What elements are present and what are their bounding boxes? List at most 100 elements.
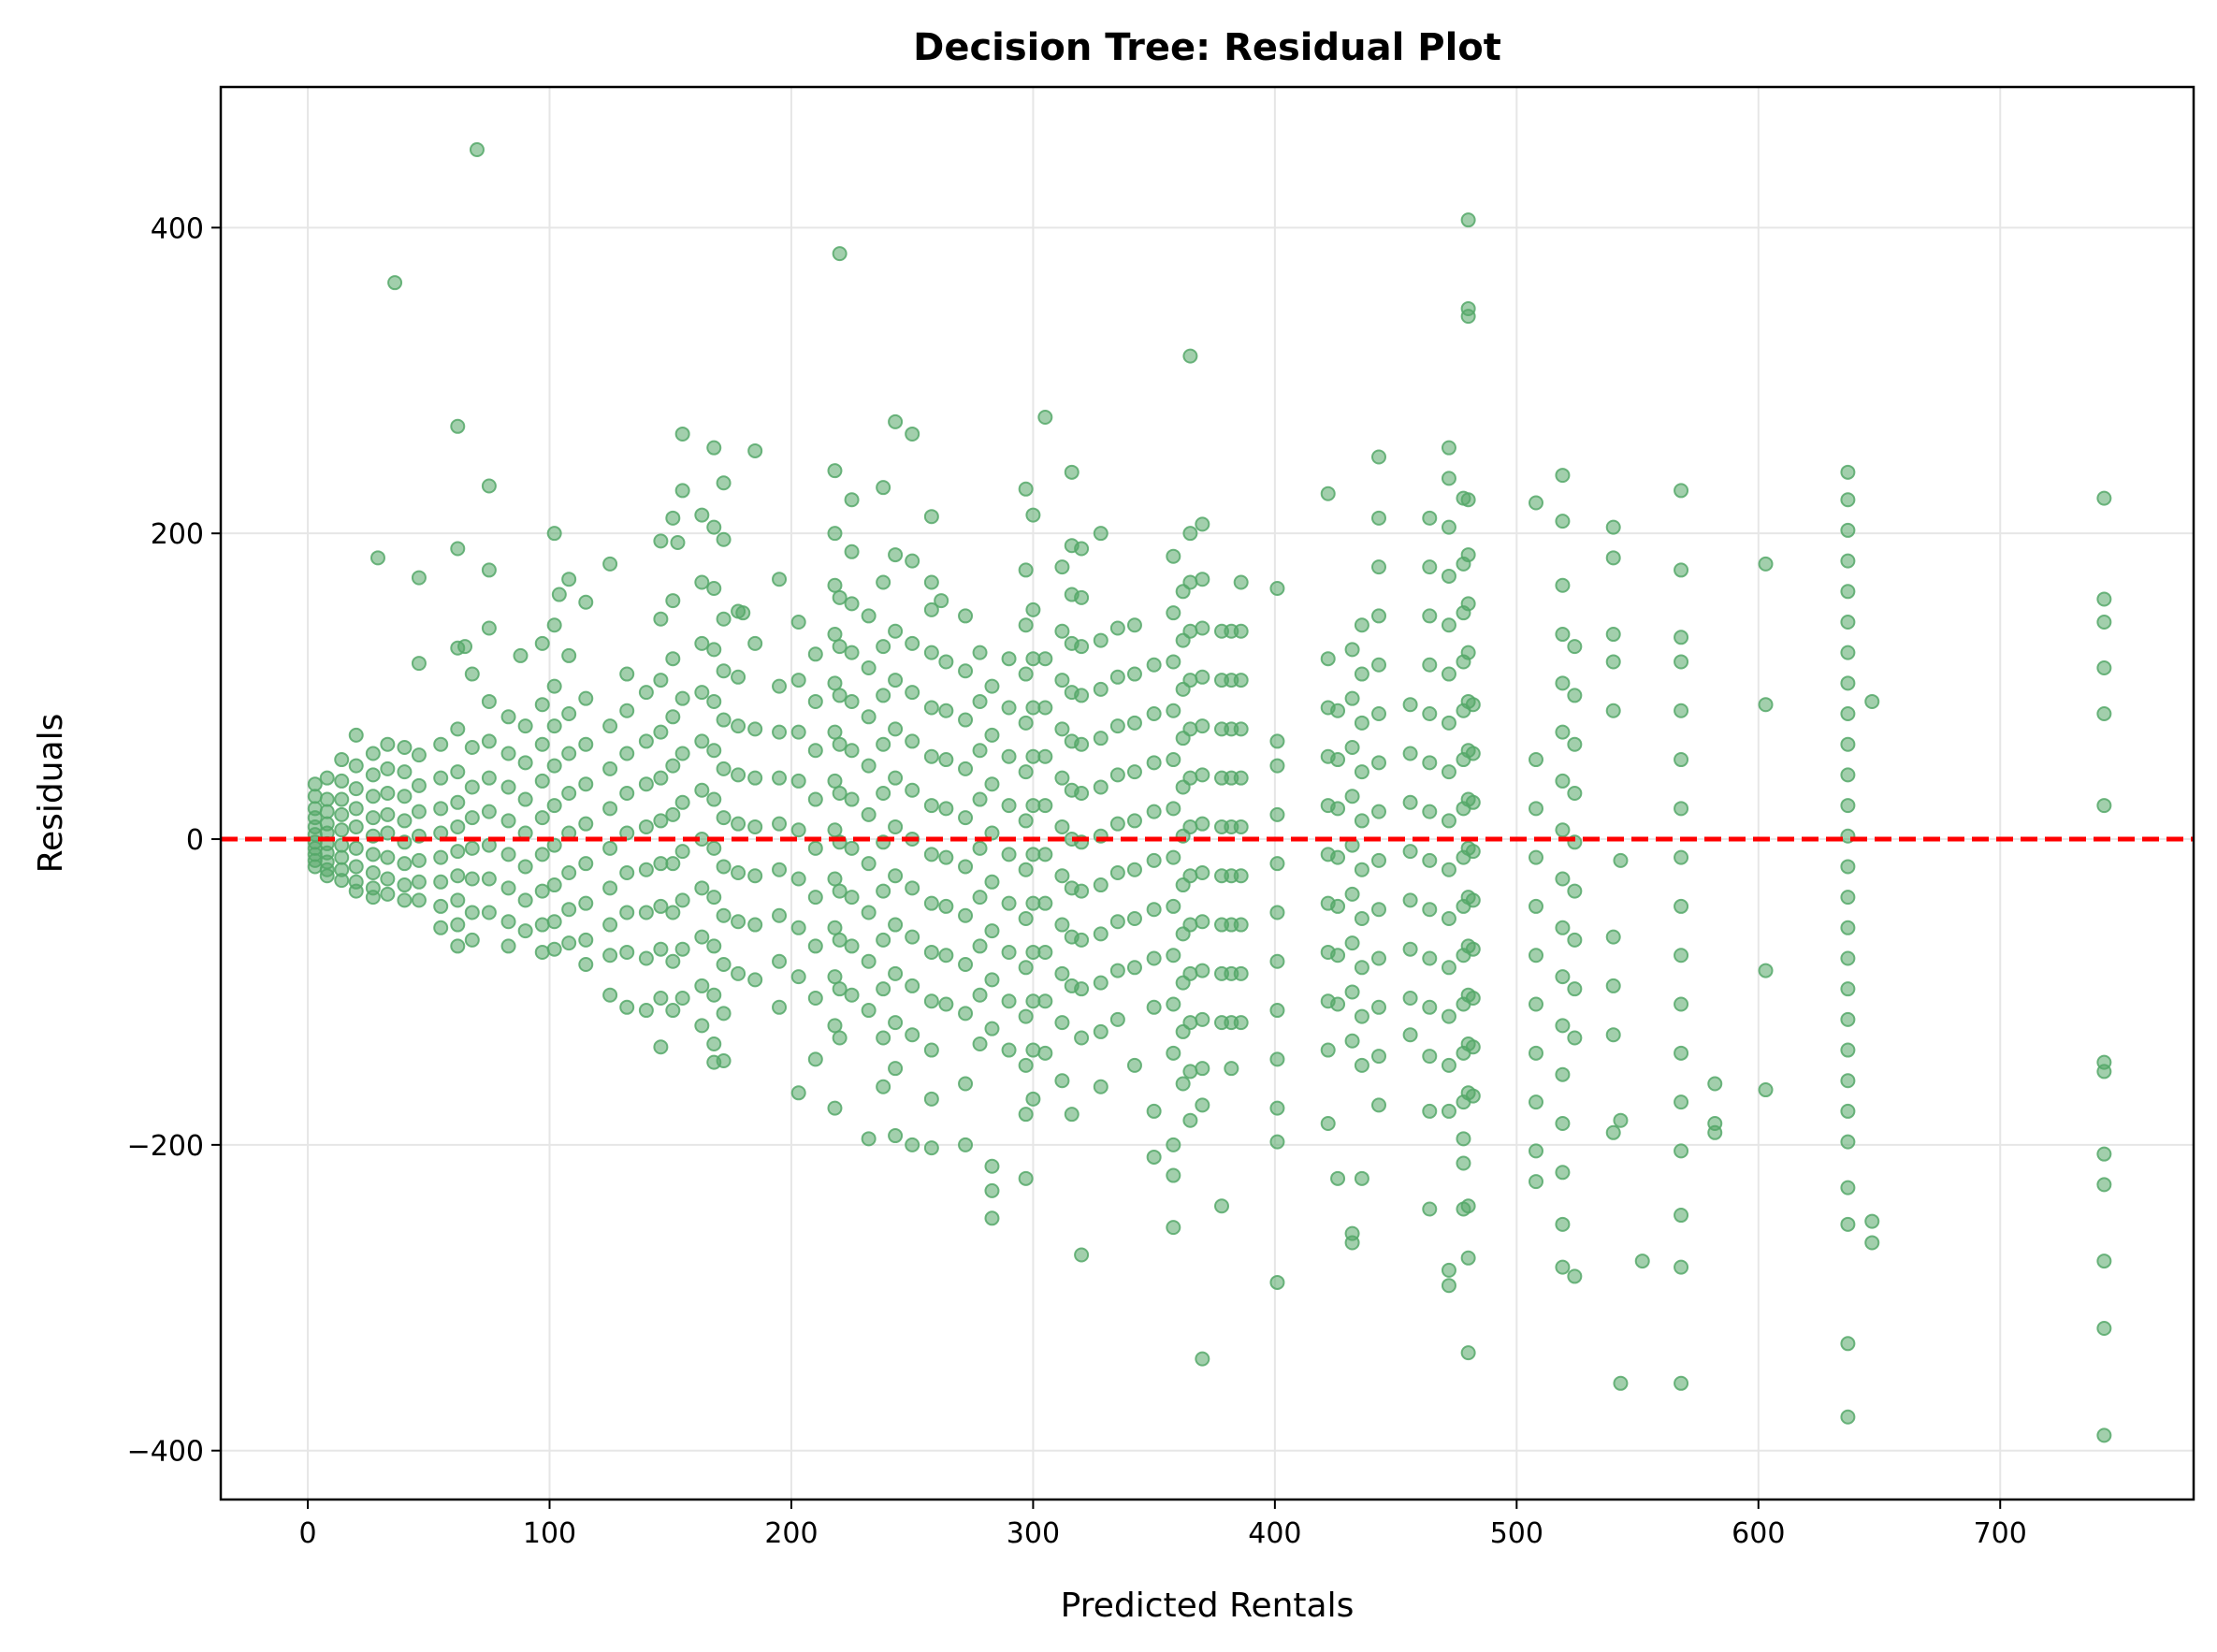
scatter-point xyxy=(1025,651,1041,667)
scatter-point xyxy=(1354,617,1369,633)
scatter-point xyxy=(387,275,403,291)
scatter-point xyxy=(1402,941,1418,957)
scatter-point xyxy=(1555,675,1571,691)
x-tick-label: 100 xyxy=(523,1517,576,1550)
scatter-point xyxy=(984,1158,1000,1174)
scatter-point xyxy=(1166,898,1181,914)
scatter-point xyxy=(1330,1170,1346,1186)
scatter-point xyxy=(1166,948,1181,964)
scatter-point xyxy=(578,736,594,752)
scatter-point xyxy=(832,932,848,948)
scatter-point xyxy=(1840,1042,1856,1058)
scatter-point xyxy=(1354,1057,1369,1073)
scatter-point xyxy=(1001,748,1017,764)
scatter-point xyxy=(500,938,516,954)
scatter-point xyxy=(1126,764,1142,780)
scatter-point xyxy=(380,736,396,752)
scatter-point xyxy=(2096,591,2112,607)
scatter-point xyxy=(1018,1170,1034,1186)
scatter-point xyxy=(1320,651,1336,667)
scatter-point xyxy=(716,663,732,679)
scatter-point xyxy=(790,724,806,740)
scatter-point xyxy=(694,880,710,896)
scatter-point xyxy=(1001,651,1017,667)
scatter-point xyxy=(716,475,732,491)
scatter-point xyxy=(2096,490,2112,506)
scatter-point xyxy=(790,969,806,985)
scatter-point xyxy=(1344,690,1360,706)
scatter-point xyxy=(578,957,594,973)
scatter-point xyxy=(653,898,669,914)
scatter-point xyxy=(1422,1201,1438,1217)
scatter-point xyxy=(546,941,562,957)
scatter-point xyxy=(706,581,722,597)
scatter-point xyxy=(716,611,732,627)
scatter-point xyxy=(638,685,654,701)
scatter-point xyxy=(1109,718,1125,734)
scatter-point xyxy=(307,789,323,804)
scatter-point xyxy=(888,1128,904,1144)
scatter-point xyxy=(638,776,654,792)
scatter-point xyxy=(861,806,877,822)
scatter-point xyxy=(844,645,860,660)
scatter-point xyxy=(1109,816,1125,832)
scatter-point xyxy=(674,746,690,761)
scatter-point xyxy=(731,767,746,783)
scatter-point xyxy=(1840,675,1856,691)
scatter-point xyxy=(411,892,427,908)
scatter-point xyxy=(517,718,533,734)
scatter-point xyxy=(653,856,669,872)
scatter-point xyxy=(561,746,577,761)
scatter-point xyxy=(1018,1057,1034,1073)
scatter-point xyxy=(578,594,594,610)
scatter-point xyxy=(1555,1259,1571,1275)
scatter-point xyxy=(380,886,396,902)
scatter-point xyxy=(706,1036,722,1052)
scatter-point xyxy=(1674,898,1689,914)
scatter-point xyxy=(1758,556,1774,572)
scatter-point xyxy=(844,938,860,954)
scatter-point xyxy=(464,932,480,948)
scatter-point xyxy=(1529,495,1543,511)
scatter-point xyxy=(619,999,635,1015)
scatter-point xyxy=(1840,981,1856,997)
scatter-point xyxy=(665,651,681,667)
scatter-point xyxy=(1018,764,1034,780)
scatter-point xyxy=(1064,464,1080,480)
scatter-point xyxy=(1166,801,1181,817)
scatter-point xyxy=(772,770,788,786)
scatter-point xyxy=(1233,721,1249,737)
scatter-point xyxy=(807,743,823,759)
scatter-point xyxy=(905,733,920,749)
scatter-point xyxy=(1555,1066,1571,1082)
scatter-point xyxy=(665,953,681,969)
chart-title: Decision Tree: Residual Plot xyxy=(913,26,1501,69)
scatter-point xyxy=(670,534,686,550)
scatter-point xyxy=(938,996,954,1012)
y-tick-label: 0 xyxy=(186,824,204,857)
x-tick-label: 300 xyxy=(1007,1517,1060,1550)
scatter-point xyxy=(464,905,480,920)
scatter-point xyxy=(464,666,480,682)
scatter-point xyxy=(1758,1082,1774,1098)
scatter-point xyxy=(481,733,497,749)
scatter-point xyxy=(674,941,690,957)
scatter-point xyxy=(1555,514,1571,529)
scatter-point xyxy=(747,721,763,737)
scatter-point xyxy=(1371,1049,1387,1065)
scatter-points xyxy=(307,142,2112,1443)
scatter-point xyxy=(1465,990,1481,1006)
scatter-point xyxy=(450,868,466,884)
scatter-point xyxy=(1074,639,1090,655)
scatter-point xyxy=(706,987,722,1003)
scatter-point xyxy=(972,1036,988,1052)
scatter-point xyxy=(832,246,848,262)
scatter-point xyxy=(602,948,618,964)
scatter-point xyxy=(534,635,550,651)
scatter-point xyxy=(1422,510,1438,526)
scatter-point xyxy=(1529,948,1543,964)
scatter-point xyxy=(923,798,939,814)
scatter-point xyxy=(1555,871,1571,887)
scatter-point xyxy=(1037,1045,1053,1061)
scatter-point xyxy=(1037,651,1053,667)
